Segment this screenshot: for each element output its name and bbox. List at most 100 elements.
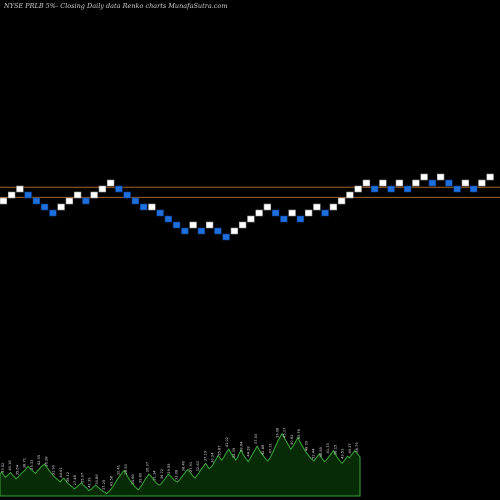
volume-label: 42.86 (261, 444, 265, 455)
volume-label: 44.28 (247, 446, 251, 457)
up-brick (65, 197, 74, 205)
up-brick (57, 203, 65, 211)
down-brick (214, 227, 222, 235)
volume-label: 45.17 (283, 428, 287, 438)
reference-lines (0, 186, 500, 198)
down-brick (49, 209, 57, 217)
volume-label: 29.33 (30, 460, 34, 470)
volume-label: 36.72 (160, 469, 164, 479)
volume-area (0, 432, 361, 497)
volume-label: 31.90 (52, 464, 56, 475)
down-brick (428, 179, 437, 187)
volume-label: 28.93 (124, 464, 128, 474)
up-brick (313, 203, 321, 211)
up-brick (478, 179, 486, 187)
up-brick (346, 191, 354, 199)
volume-label: 35.64 (15, 464, 19, 475)
down-brick (445, 179, 453, 187)
volume-label: 47.31 (268, 443, 272, 453)
up-brick (0, 197, 8, 205)
volume-label: 40.16 (8, 460, 12, 471)
volume-label: 50.62 (290, 435, 294, 445)
volume-label: 37.25 (102, 480, 106, 490)
down-brick (123, 191, 131, 199)
volume-label: 44.61 (59, 467, 63, 477)
down-brick (139, 203, 148, 211)
down-brick (40, 203, 49, 211)
volume-label: 49.27 (348, 443, 352, 453)
down-brick (280, 215, 288, 223)
down-brick (32, 197, 41, 205)
volume-label: 39.80 (138, 472, 142, 483)
chart-title: NYSE PRLB 5%- Closing Daily data Renko c… (4, 2, 228, 10)
up-brick (379, 179, 387, 187)
up-brick (16, 185, 24, 193)
volume-label: 41.02 (225, 437, 229, 447)
up-brick (238, 221, 247, 229)
down-brick (181, 227, 189, 235)
volume-label: 38.71 (23, 458, 27, 468)
down-brick (82, 197, 90, 205)
up-brick (420, 173, 428, 181)
volume-label: 37.53 (254, 434, 258, 444)
volume-label: 39.64 (239, 441, 243, 452)
up-brick (106, 179, 115, 187)
volume-label: 48.09 (304, 440, 308, 451)
down-brick (222, 233, 230, 241)
down-brick (469, 185, 478, 193)
volume-labels: 33.52 40.16 35.64 38.71 29.33 42.05 36.28 31.90… (1, 427, 359, 490)
volume-label: 39.12 (66, 472, 70, 482)
down-brick (24, 191, 32, 199)
down-brick (197, 227, 206, 235)
down-brick (271, 209, 280, 217)
up-brick (354, 185, 362, 193)
down-brick (164, 215, 173, 223)
down-brick (296, 215, 305, 223)
volume-label: 31.14 (153, 470, 157, 481)
volume-label: 32.41 (117, 465, 121, 475)
volume-label: 32.63 (196, 461, 200, 471)
volume-label: 27.48 (73, 474, 77, 485)
up-brick (395, 179, 404, 187)
volume-label: 26.37 (145, 462, 149, 472)
up-brick (337, 197, 346, 205)
volume-label: 33.52 (1, 463, 5, 473)
volume-label: 34.39 (232, 447, 236, 458)
volume-label: 37.19 (203, 450, 207, 461)
volume-label: 43.76 (297, 428, 301, 439)
volume-label: 38.46 (182, 460, 186, 471)
volume-label: 46.85 (319, 447, 323, 457)
volume-label: 29.55 (167, 463, 171, 473)
up-brick (486, 173, 494, 181)
volume-label: 41.33 (326, 443, 330, 453)
down-brick (131, 197, 140, 205)
volume-label: 30.86 (95, 474, 99, 485)
down-brick (387, 185, 395, 193)
up-brick (189, 221, 197, 229)
up-brick (263, 203, 272, 211)
volume-label: 34.66 (131, 474, 135, 485)
up-brick (412, 179, 420, 187)
volume-label: 52.44 (312, 448, 316, 459)
up-brick (205, 221, 214, 229)
volume-panel (0, 432, 361, 497)
volume-label: 38.15 (333, 445, 337, 455)
up-brick (90, 191, 98, 199)
down-brick (453, 185, 461, 193)
down-brick (321, 209, 329, 217)
volume-label: 41.39 (88, 477, 92, 488)
volume-label: 39.98 (276, 427, 280, 438)
volume-label: 36.79 (355, 442, 359, 453)
up-brick (436, 173, 445, 181)
up-brick (98, 185, 107, 193)
down-brick (115, 185, 123, 193)
down-brick (370, 185, 379, 193)
down-brick (172, 221, 181, 229)
up-brick (247, 215, 255, 223)
volume-label: 43.58 (109, 475, 113, 486)
volume-label: 42.05 (37, 455, 41, 465)
volume-label: 35.07 (80, 473, 84, 483)
up-brick (7, 191, 16, 199)
up-brick (255, 209, 263, 217)
